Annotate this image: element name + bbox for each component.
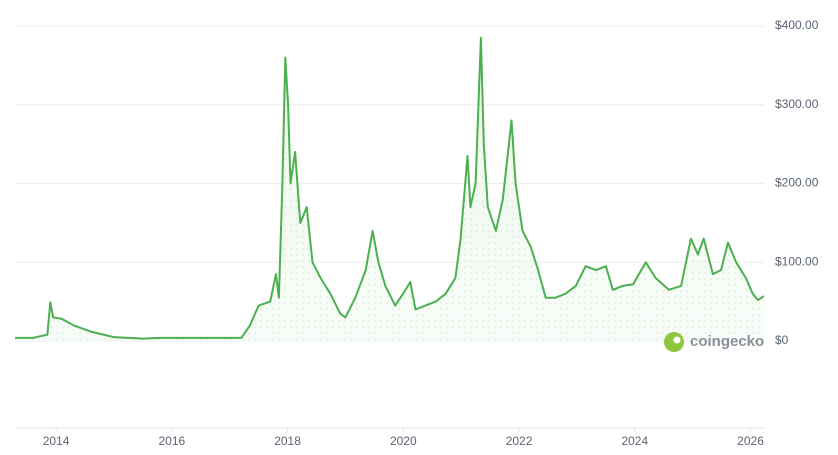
x-tick-label: 2024 [621,434,648,448]
x-tick-label: 2026 [737,434,764,448]
logo-icon [664,332,684,352]
x-tick-label: 2014 [43,434,70,448]
y-tick-label: $400.00 [775,18,819,32]
price-line [15,36,765,340]
y-tick-label: $100.00 [775,254,819,268]
y-tick-label: $300.00 [775,97,819,111]
x-tick-label: 2022 [506,434,533,448]
y-tick-label: $200.00 [775,176,819,190]
watermark: coingecko [664,332,764,352]
y-tick-label: $0 [775,333,789,347]
x-tick-label: 2016 [158,434,185,448]
x-tick-label: 2020 [390,434,417,448]
watermark-text: coingecko [690,333,764,350]
area-dots [15,37,764,342]
logo-eye [673,336,681,344]
x-tick-label: 2018 [274,434,301,448]
